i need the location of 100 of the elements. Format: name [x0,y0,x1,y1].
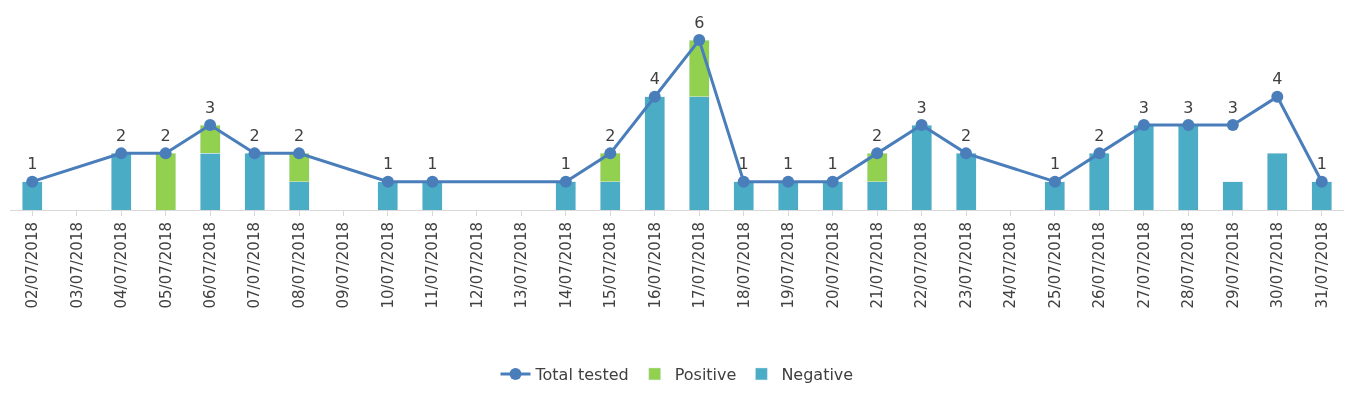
x-tick-label: 14/07/2018 [556,222,575,309]
point [648,90,661,103]
x-tick-label: 07/07/2018 [245,222,264,309]
x-tick-label: 12/07/2018 [467,222,486,309]
x-tick-label: 08/07/2018 [289,222,308,309]
point [159,147,172,160]
data-label: 6 [694,12,705,32]
x-tick-label: 16/07/2018 [645,222,664,309]
data-label: 3 [916,97,927,117]
data-label: 2 [160,125,171,145]
x-tick-label: 25/07/2018 [1045,222,1064,309]
x-tick-label: 13/07/2018 [512,222,531,309]
x-tick-label: 23/07/2018 [956,222,975,309]
legend-label: Total tested [534,365,629,385]
point [381,175,394,188]
data-label: 4 [649,69,660,89]
point [960,147,973,160]
x-tick-label: 21/07/2018 [867,222,886,309]
data-label: 1 [427,154,438,174]
point [1137,119,1150,132]
data-label: 1 [783,154,794,174]
point [1182,119,1195,132]
x-tick-label: 31/07/2018 [1312,222,1331,309]
bar [1222,181,1244,210]
point [1226,119,1239,132]
bar [733,181,754,210]
bar [422,181,443,210]
bar [1044,181,1066,210]
data-label: 4 [1272,69,1283,89]
point [871,147,884,160]
point [1093,147,1106,160]
data-label: 3 [205,97,216,117]
point [248,147,261,160]
x-tick-label: 30/07/2018 [1268,222,1287,309]
x-tick-label: 24/07/2018 [1001,222,1020,309]
data-label: 3 [1227,97,1238,117]
bar [1311,181,1333,210]
point [915,119,928,132]
point [559,175,572,188]
x-tick-label: 06/07/2018 [200,222,219,309]
data-label: 1 [1049,154,1061,174]
point [1271,90,1284,103]
data-label: 1 [27,154,38,174]
data-label: 1 [382,154,394,174]
x-tick-label: 11/07/2018 [423,222,442,309]
x-tick-label: 15/07/2018 [601,222,620,309]
bar [1089,153,1110,210]
bar [1267,153,1288,210]
data-label: 2 [1094,125,1105,145]
point [293,147,306,160]
data-label: 2 [605,125,616,145]
point [693,34,706,47]
data-label: 1 [827,154,838,174]
x-tick-label: 09/07/2018 [334,222,353,309]
x-tick-label: 26/07/2018 [1090,222,1109,309]
x-tick-label: 03/07/2018 [67,222,86,309]
bar [555,181,577,210]
point [1048,175,1061,188]
point [737,175,750,188]
x-tick-label: 10/07/2018 [378,222,397,309]
data-label: 2 [249,125,260,145]
bar [21,181,43,210]
point [1315,175,1328,188]
data-label: 2 [872,125,883,145]
x-tick-label: 02/07/2018 [23,222,42,309]
point [426,175,439,188]
bar [955,153,977,210]
data-label: 2 [293,125,305,145]
x-tick-label: 27/07/2018 [1134,222,1153,309]
point [26,175,39,188]
x-tick-label: 29/07/2018 [1223,222,1242,309]
point [826,175,839,188]
data-label: 1 [560,154,571,174]
x-tick-label: 05/07/2018 [156,222,175,309]
x-tick-label: 20/07/2018 [823,222,842,309]
bar [1133,124,1155,210]
data-label: 1 [1316,154,1327,174]
bar [822,181,843,210]
point [115,147,128,160]
data-label: 3 [1138,97,1149,117]
x-tick-label: 04/07/2018 [112,222,131,309]
legend-label: Positive [674,365,737,385]
legend-label: Negative [781,365,854,385]
bar [155,153,176,210]
data-label: 2 [960,125,972,145]
bar [110,153,132,210]
point [204,119,217,132]
data-label: 3 [1183,97,1194,117]
data-label: 2 [116,125,127,145]
data-label: 1 [738,154,749,174]
bar [911,124,932,210]
bar [244,153,265,210]
x-tick-label: 18/07/2018 [734,222,753,309]
point [782,175,795,188]
x-tick-label: 19/07/2018 [779,222,798,309]
x-tick-label: 28/07/2018 [1179,222,1198,309]
x-tick-label: 22/07/2018 [912,222,931,309]
x-tick-label: 17/07/2018 [690,222,709,309]
point [604,147,617,160]
bar [644,96,666,210]
